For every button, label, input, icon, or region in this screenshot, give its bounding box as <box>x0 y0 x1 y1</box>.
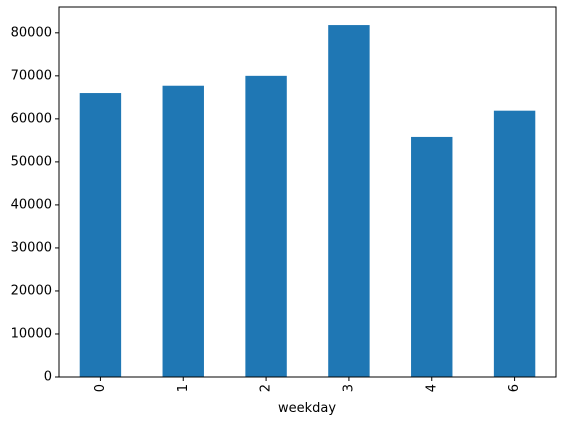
y-tick-label: 10000 <box>11 326 52 341</box>
y-tick-label: 40000 <box>11 197 52 212</box>
bar <box>411 136 453 377</box>
y-tick-label: 50000 <box>11 154 52 169</box>
bar <box>493 110 536 378</box>
bar <box>162 85 204 378</box>
y-tick-label: 20000 <box>11 283 52 298</box>
x-tick-label: 1 <box>176 384 191 392</box>
y-tick-label: 60000 <box>11 111 52 126</box>
x-axis-label: weekday <box>278 401 336 416</box>
y-tick-label: 30000 <box>11 240 52 255</box>
y-tick-label: 80000 <box>11 25 52 40</box>
x-tick-label: 2 <box>259 384 274 392</box>
bar <box>328 25 370 378</box>
x-tick-label: 0 <box>93 384 108 392</box>
bar <box>245 75 287 377</box>
y-tick-label: 0 <box>44 370 52 385</box>
bar <box>79 93 122 377</box>
x-tick-label: 4 <box>424 384 439 392</box>
plot-frame <box>58 6 557 378</box>
x-tick-label: 6 <box>507 384 522 392</box>
y-tick-label: 70000 <box>11 68 52 83</box>
x-tick-label: 3 <box>341 384 356 392</box>
